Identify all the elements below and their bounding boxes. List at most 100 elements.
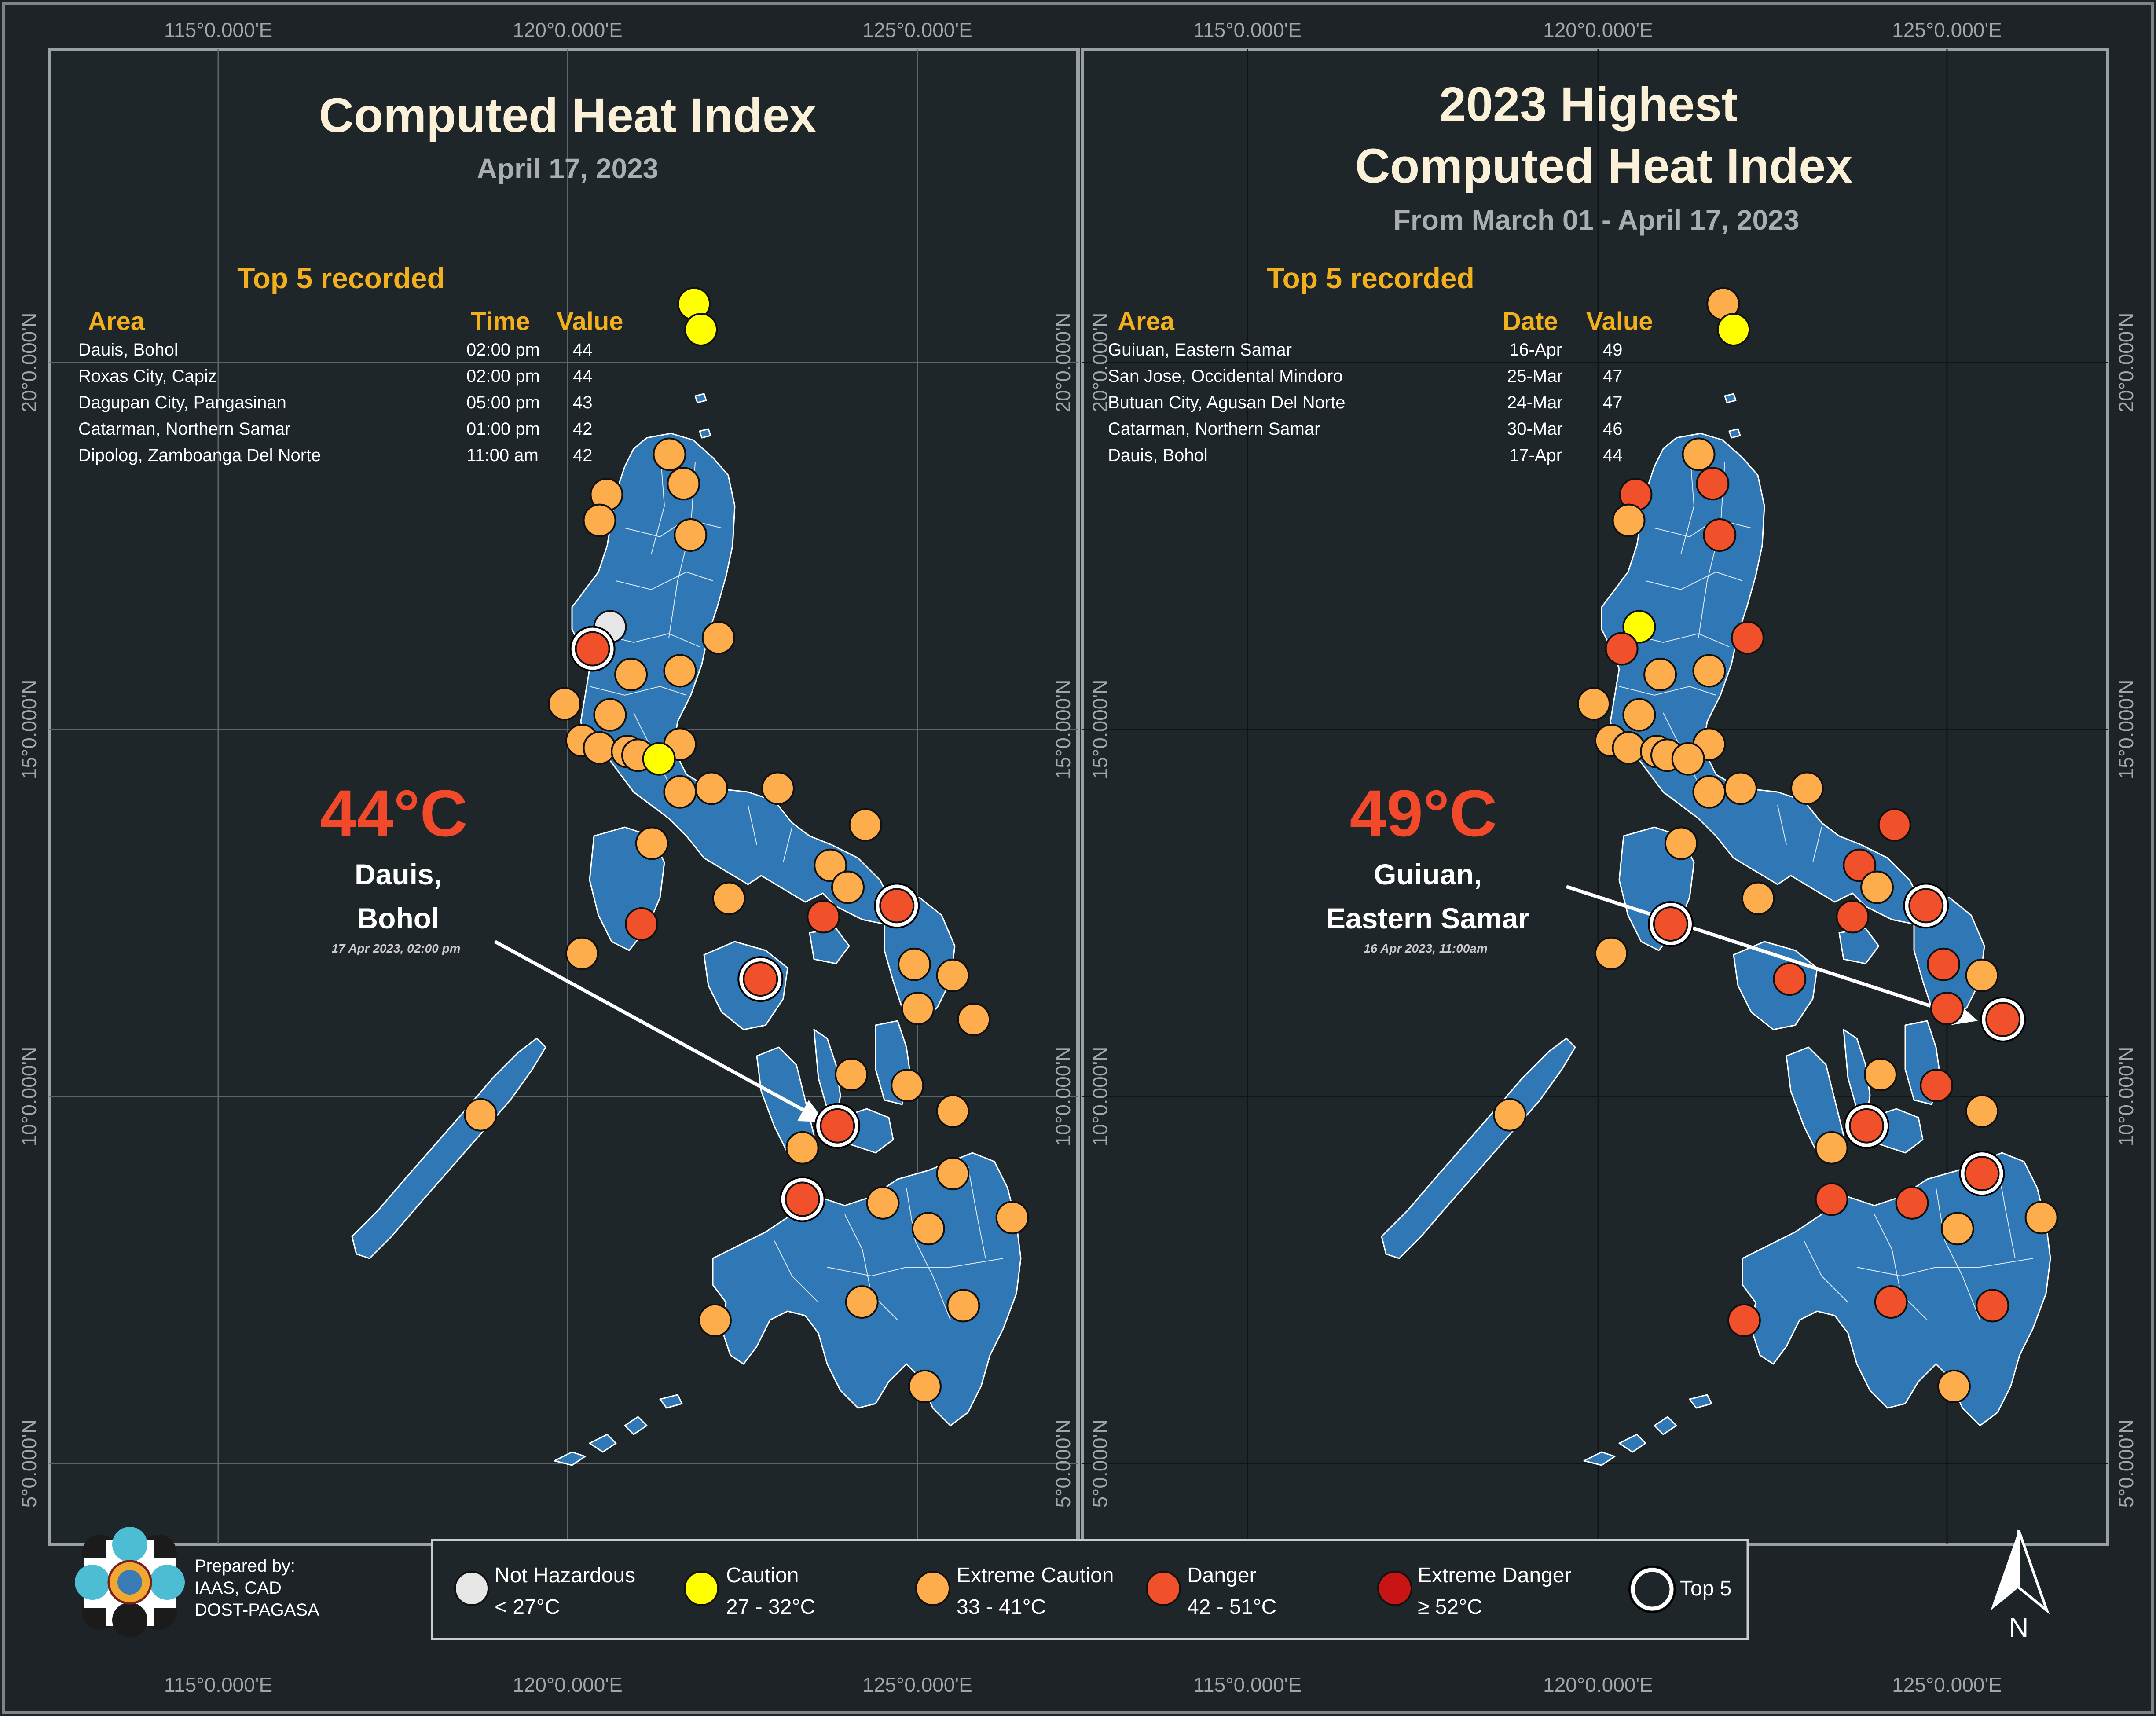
credits-line1: Prepared by: [194,1556,295,1576]
station-marker-danger [1696,467,1730,501]
lat-label-right-10: 10°0.000'N [2115,1047,2138,1147]
station-marker-extreme-caution [898,947,931,981]
lat-label-left-5: 5°0.000'N [18,1419,40,1507]
lat-label-right-20: 20°0.000'N [2115,313,2138,413]
table-row: Dauis, Bohol 02:00 pm 44 [78,340,593,359]
left-station-markers [464,287,1029,1403]
legend-range: ≥ 52°C [1418,1595,1482,1619]
station-marker-danger [1843,848,1877,882]
left-highlight-time: 17 Apr 2023, 02:00 pm [331,942,460,955]
station-marker-extreme-caution [698,1303,732,1337]
station-marker-extreme-caution [653,437,686,471]
station-marker-danger [624,907,658,941]
right-top5-table: Guiuan, Eastern Samar 16-Apr 49 San Jose… [1108,340,1623,465]
station-marker-extreme-caution [936,1157,970,1191]
legend-label: Caution [726,1564,799,1587]
right-title-line1: 2023 Highest [1439,77,1738,132]
station-marker-danger [1836,900,1870,934]
station-marker-extreme-caution [1815,1131,1848,1165]
legend-box [431,1539,1749,1640]
lon-label-bottom-right-125: 125°0.000'E [1892,1673,2002,1696]
station-marker-extreme-caution [1643,657,1677,691]
left-subtitle: April 17, 2023 [477,153,659,184]
row-value: 44 [573,340,593,359]
lat-label-left-10: 10°0.000'N [18,1047,40,1147]
row-date: 16-Apr [1509,340,1562,359]
table-row: Catarman, Northern Samar 01:00 pm 42 [78,419,593,439]
lat-label-mid-20: 20°0.000'N [1052,313,1074,413]
legend-item-top5: Top 5 [1628,1566,1731,1613]
table-row: San Jose, Occidental Mindoro 25-Mar 47 [1108,367,1623,386]
row-value: 44 [1603,446,1623,465]
row-time: 05:00 pm [466,393,540,412]
station-marker-extreme-caution [2024,1201,2058,1235]
legend-range: < 27°C [495,1595,560,1619]
left-title: Computed Heat Index [319,88,817,143]
table-row: Dagupan City, Pangasinan 05:00 pm 43 [78,393,593,412]
station-marker-danger [1815,1182,1848,1216]
station-marker-extreme-caution [785,1131,819,1165]
station-marker-extreme-caution [845,1285,879,1319]
right-col-value: Value [1586,307,1653,336]
lon-label-bottom-left-125: 125°0.000'E [862,1673,972,1696]
table-row: Roxas City, Capiz 02:00 pm 44 [78,367,593,386]
station-marker-extreme-caution [866,1186,900,1220]
row-date: 17-Apr [1509,446,1562,465]
credits-line2: IAAS, CAD [194,1578,282,1598]
station-marker-danger [1985,1001,2021,1037]
lat-label-left-15: 15°0.000'N [18,680,40,780]
station-marker-extreme-caution [936,1094,970,1128]
station-marker-extreme-caution [946,1289,980,1323]
station-marker-danger [1703,518,1737,552]
right-title-line2: Computed Heat Index [1355,139,1853,193]
legend-range: 27 - 32°C [726,1595,815,1619]
table-row: Butuan City, Agusan Del Norte 24-Mar 47 [1108,393,1623,412]
right-col-date: Date [1503,307,1558,336]
lat-label-mid-10: 10°0.000'N [1052,1047,1074,1147]
row-time: 01:00 pm [466,419,540,439]
right-highlight-place-line2: Eastern Samar [1326,902,1529,935]
station-marker-danger [1964,1156,2000,1192]
station-marker-extreme-caution [663,654,697,688]
station-marker-danger [1605,632,1639,666]
lat-label-mid-15: 15°0.000'N [1052,680,1074,780]
lat-label-left-20: 20°0.000'N [18,313,40,413]
row-date: 25-Mar [1507,367,1563,386]
left-highlight-value: 44°C [320,776,467,850]
lon-label-top-left-115: 115°0.000'E [164,18,272,41]
station-marker-caution [1717,312,1751,346]
station-marker-extreme-caution [663,775,697,809]
legend-item-extreme-danger: Extreme Danger ≥ 52°C [1377,1564,1571,1619]
north-arrow-icon: N [1991,1530,2050,1643]
station-marker-danger [1874,1285,1908,1319]
station-marker-extreme-caution [1692,775,1726,809]
station-marker-extreme-caution [1965,1094,1999,1128]
station-marker-danger [1731,621,1764,655]
right-col-area: Area [1118,307,1175,336]
station-marker-danger [1877,808,1911,842]
lon-label-bottom-left-115: 115°0.000'E [164,1673,272,1696]
station-marker-extreme-caution [814,848,847,882]
station-marker-extreme-caution [1612,503,1646,537]
table-row: Dipolog, Zamboanga Del Norte 11:00 am 42 [78,446,593,465]
station-marker-extreme-caution [901,991,935,1025]
station-marker-extreme-caution [583,731,616,765]
station-marker-extreme-caution [1937,1369,1971,1403]
table-row: Catarman, Northern Samar 30-Mar 46 [1108,419,1623,439]
lon-label-top-left-125: 125°0.000'E [862,18,972,41]
lat-label-midr-15: 15°0.000'N [1089,680,1111,780]
station-marker-extreme-caution [1577,687,1611,721]
station-marker-extreme-caution [712,881,746,915]
lon-label-bottom-right-120: 120°0.000'E [1543,1673,1653,1696]
table-row: Dauis, Bohol 17-Apr 44 [1108,446,1623,465]
row-area: Dauis, Bohol [78,340,178,359]
station-marker-extreme-caution [635,826,669,860]
station-marker-extreme-caution [614,657,648,691]
legend-swatch [684,1571,719,1606]
row-value: 42 [573,419,593,439]
station-marker-extreme-caution [548,687,582,721]
station-marker-danger [1727,1303,1761,1337]
lon-label-top-right-115: 115°0.000'E [1193,18,1302,41]
credits-line3: DOST-PAGASA [194,1600,319,1620]
